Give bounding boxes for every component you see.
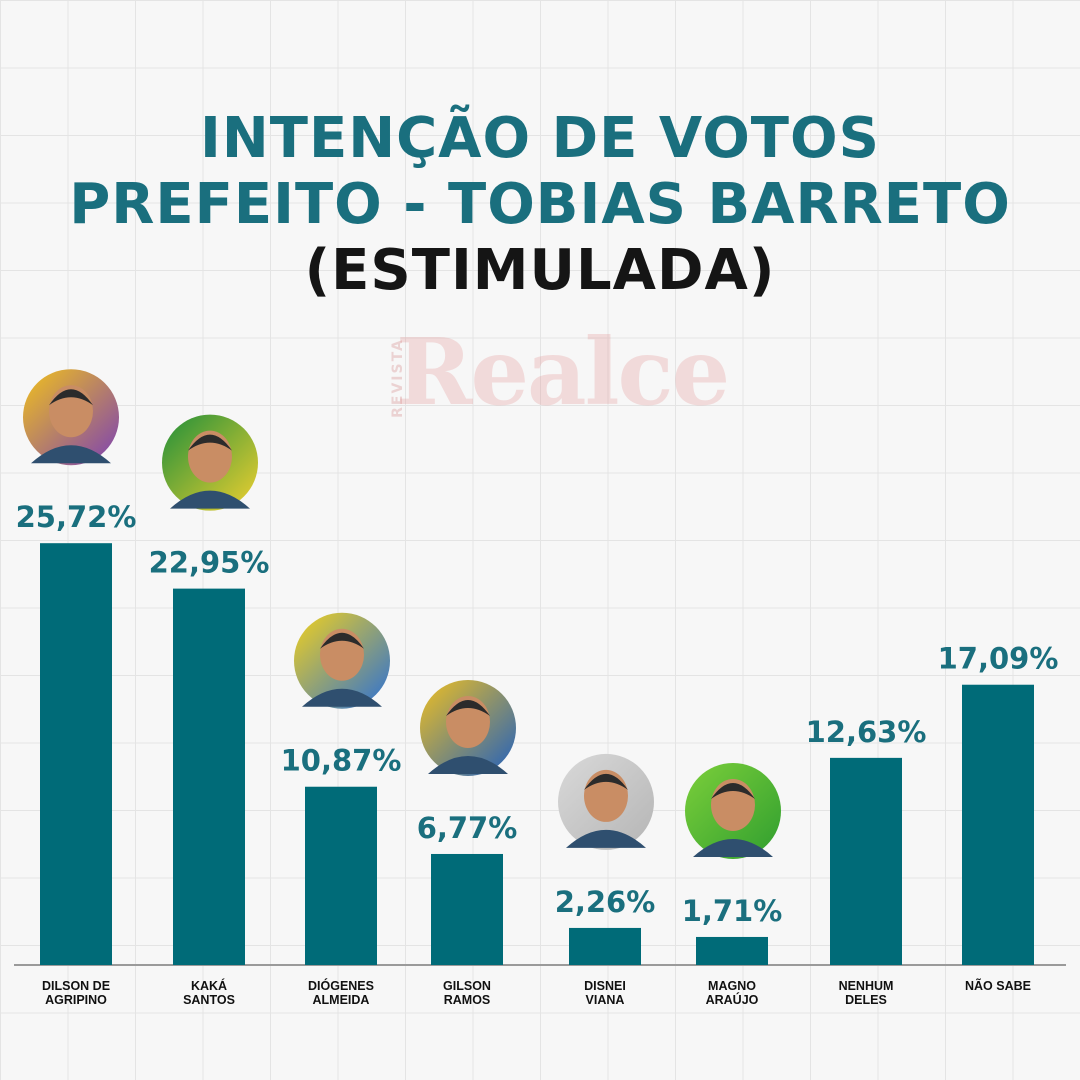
bar [173, 588, 245, 965]
title-line-3: (ESTIMULADA) [304, 238, 776, 303]
candidate-photo [420, 679, 516, 776]
candidate-photo [294, 612, 390, 709]
watermark-main-text: Realce [396, 318, 730, 426]
value-label: 10,87% [281, 744, 402, 778]
bar [305, 786, 377, 965]
watermark-logo: REVISTA Realce [372, 318, 730, 438]
bar [830, 757, 902, 965]
category-label: DIÓGENES ALMEIDA [308, 979, 374, 1007]
value-label: 12,63% [806, 715, 927, 749]
category-label: KAKÁ SANTOS [183, 979, 235, 1007]
value-label: 22,95% [149, 546, 270, 580]
bar [569, 927, 641, 965]
title-line-2: PREFEITO - TOBIAS BARRETO [69, 172, 1011, 237]
title-line-1: INTENÇÃO DE VOTOS [200, 106, 880, 171]
candidate-photo [162, 414, 258, 511]
value-label: 17,09% [938, 642, 1059, 676]
category-label: GILSON RAMOS [443, 979, 491, 1007]
category-label: MAGNO ARAÚJO [705, 979, 759, 1007]
value-label: 6,77% [417, 811, 518, 845]
value-label: 25,72% [16, 500, 137, 534]
candidate-photo [685, 762, 781, 859]
category-label: DISNEI VIANA [584, 979, 626, 1007]
candidate-photo [23, 369, 119, 466]
value-label: 2,26% [555, 885, 656, 919]
candidate-photo [558, 753, 654, 850]
value-label: 1,71% [682, 894, 783, 928]
bar [40, 543, 112, 965]
bar [962, 684, 1034, 965]
bar [696, 936, 768, 965]
bar [431, 853, 503, 965]
category-label: DILSON DE AGRIPINO [41, 979, 111, 1007]
category-label: NENHUM DELES [838, 979, 894, 1007]
category-label: NÃO SABE [965, 979, 1031, 993]
